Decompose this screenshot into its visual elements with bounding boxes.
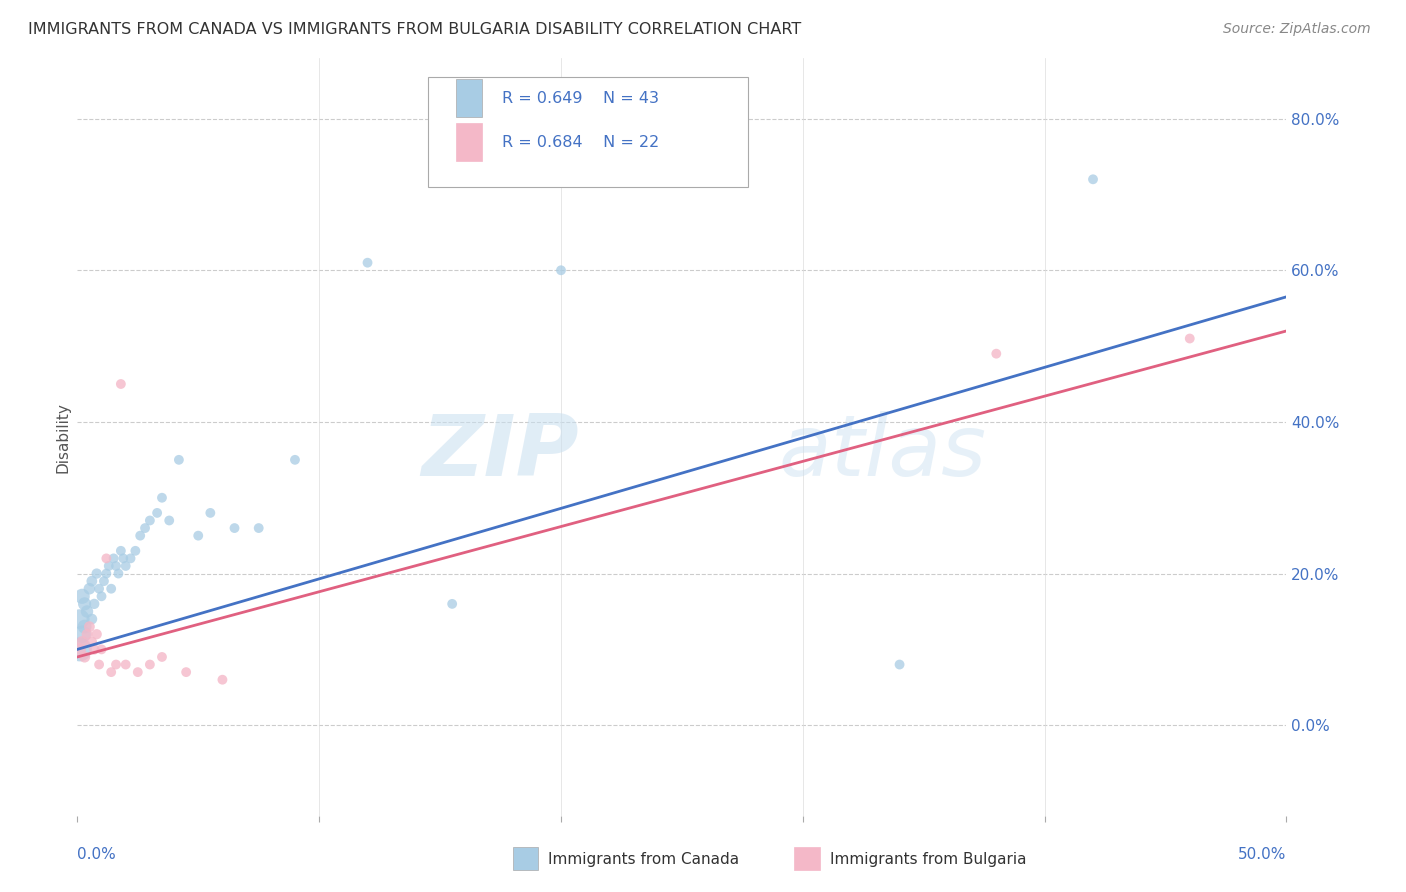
Point xyxy=(986,346,1008,360)
Point xyxy=(86,627,108,641)
Point xyxy=(157,513,180,527)
Point xyxy=(79,582,101,596)
Point xyxy=(86,566,108,581)
Point xyxy=(79,619,101,633)
Point xyxy=(73,649,96,664)
Point xyxy=(76,605,98,619)
Point xyxy=(105,558,128,574)
Text: R = 0.684    N = 22: R = 0.684 N = 22 xyxy=(502,135,659,150)
Point xyxy=(1081,172,1104,186)
Point xyxy=(69,612,91,626)
Point xyxy=(76,627,98,641)
Point xyxy=(70,635,93,649)
Point xyxy=(211,673,233,687)
Text: R = 0.649    N = 43: R = 0.649 N = 43 xyxy=(502,91,659,105)
Point xyxy=(97,558,120,574)
Point xyxy=(146,506,169,520)
Point xyxy=(112,551,135,566)
Point xyxy=(124,543,146,558)
Point xyxy=(103,551,125,566)
Point xyxy=(127,665,149,680)
Point xyxy=(129,528,152,542)
FancyBboxPatch shape xyxy=(427,77,748,186)
Point xyxy=(93,574,115,589)
Point xyxy=(73,619,96,633)
Point xyxy=(120,551,142,566)
Point xyxy=(73,597,96,611)
Text: atlas: atlas xyxy=(779,410,987,494)
Text: ZIP: ZIP xyxy=(422,410,579,494)
Point xyxy=(284,452,307,467)
Text: Immigrants from Bulgaria: Immigrants from Bulgaria xyxy=(830,852,1026,867)
Point xyxy=(87,657,110,672)
Point xyxy=(100,582,122,596)
Point xyxy=(224,521,246,535)
Point xyxy=(150,649,173,664)
Point xyxy=(550,263,572,277)
Point xyxy=(80,574,103,589)
Point xyxy=(96,551,118,566)
Point xyxy=(70,590,93,604)
Point xyxy=(69,642,91,657)
Point xyxy=(90,642,112,657)
Point xyxy=(107,566,129,581)
Point xyxy=(100,665,122,680)
Point xyxy=(139,513,162,527)
Point xyxy=(110,376,132,391)
Point xyxy=(167,452,190,467)
Text: 50.0%: 50.0% xyxy=(1239,847,1286,862)
Point xyxy=(114,657,136,672)
Point xyxy=(105,657,128,672)
Point xyxy=(83,642,105,657)
Point xyxy=(80,635,103,649)
Point xyxy=(200,506,222,520)
Point xyxy=(96,566,118,581)
FancyBboxPatch shape xyxy=(456,123,482,161)
Point xyxy=(134,521,156,535)
Point xyxy=(150,491,173,505)
Point xyxy=(90,590,112,604)
Text: 0.0%: 0.0% xyxy=(77,847,117,862)
Point xyxy=(356,255,378,269)
FancyBboxPatch shape xyxy=(456,79,482,117)
Point xyxy=(247,521,270,535)
Point xyxy=(139,657,162,672)
Text: IMMIGRANTS FROM CANADA VS IMMIGRANTS FROM BULGARIA DISABILITY CORRELATION CHART: IMMIGRANTS FROM CANADA VS IMMIGRANTS FRO… xyxy=(28,22,801,37)
Point xyxy=(80,612,103,626)
Point xyxy=(110,543,132,558)
Point xyxy=(441,597,464,611)
Point xyxy=(889,657,911,672)
Point xyxy=(69,642,91,657)
Text: Immigrants from Canada: Immigrants from Canada xyxy=(548,852,740,867)
Point xyxy=(1178,331,1201,345)
Point xyxy=(187,528,209,542)
Point xyxy=(83,597,105,611)
Point xyxy=(174,665,197,680)
Point xyxy=(87,582,110,596)
Text: Source: ZipAtlas.com: Source: ZipAtlas.com xyxy=(1223,22,1371,37)
Point xyxy=(70,627,93,641)
Point xyxy=(114,558,136,574)
Y-axis label: Disability: Disability xyxy=(55,401,70,473)
